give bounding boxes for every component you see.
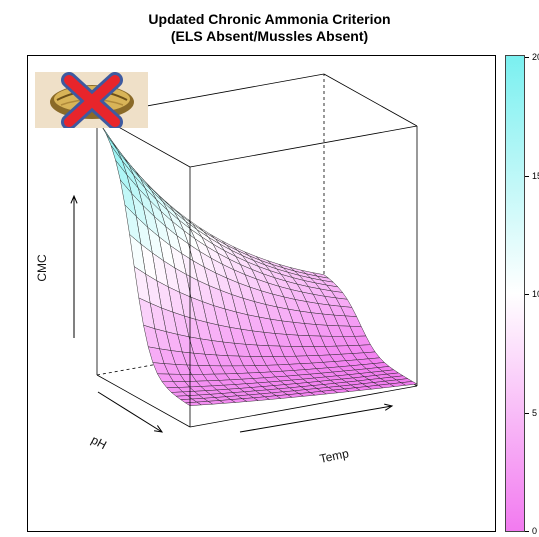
box-edge bbox=[323, 73, 418, 127]
z-axis-label: CMC bbox=[35, 254, 49, 282]
surface-facet bbox=[106, 134, 123, 162]
y-axis-arrow bbox=[97, 391, 163, 433]
x-axis-arrow bbox=[239, 405, 393, 433]
x-axis-arrow-head bbox=[384, 403, 394, 411]
colorbar-tick bbox=[525, 531, 529, 532]
colorbar-tick-label: 10 bbox=[532, 289, 539, 299]
box-edge bbox=[189, 125, 418, 168]
surface-facet bbox=[184, 401, 203, 406]
colorbar-tick bbox=[525, 412, 529, 414]
colorbar-tick-label: 15 bbox=[532, 170, 539, 181]
box-edge bbox=[96, 374, 191, 428]
y-axis-label: pH bbox=[89, 433, 109, 453]
chart-title: Updated Chronic Ammonia Criterion bbox=[148, 11, 391, 27]
colorbar-tick bbox=[525, 294, 529, 295]
colorbar bbox=[505, 55, 525, 532]
mussel-crossed-out-icon bbox=[35, 72, 148, 128]
box-edge bbox=[189, 385, 418, 428]
colorbar-tick-label: 0 bbox=[532, 526, 538, 536]
colorbar-tick-label: 5 bbox=[532, 407, 538, 418]
chart-subtitle: (ELS Absent/Mussles Absent) bbox=[170, 28, 369, 44]
colorbar-tick bbox=[525, 57, 529, 58]
plot-panel bbox=[27, 55, 496, 532]
z-axis-arrow-head bbox=[70, 194, 78, 204]
x-axis-label: Temp bbox=[318, 446, 350, 466]
colorbar-tick-label: 20 bbox=[532, 52, 539, 62]
colorbar-ticks: 0 5 10 15 20 bbox=[525, 0, 539, 537]
colorbar-tick bbox=[525, 175, 529, 177]
y-axis-arrow-head bbox=[154, 425, 164, 433]
